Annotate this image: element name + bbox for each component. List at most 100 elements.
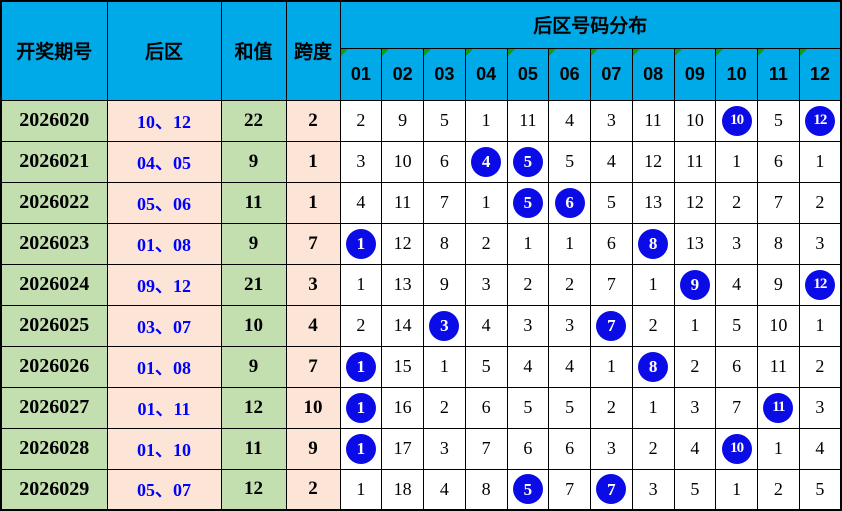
distribution-cell: 5: [757, 99, 800, 142]
distribution-cell: 2: [673, 345, 717, 388]
distribution-cell: 2: [798, 345, 842, 388]
period-cell: 2026028: [0, 427, 108, 470]
distribution-cell: 3: [673, 386, 717, 429]
distribution-cell: 7: [590, 304, 633, 347]
table-row: 2026028 01、10 11 9 1 17 3 7 6 6 3 2 4 10 1 4: [0, 427, 842, 470]
distribution-cell: 5: [506, 468, 550, 511]
backzone-cell: 04、05: [106, 140, 222, 183]
distribution-cell: 7: [423, 181, 466, 224]
distribution-cell: 16: [381, 386, 424, 429]
distribution-cell: 3: [464, 263, 508, 306]
distribution-column-header: 03: [423, 47, 466, 101]
distribution-cell: 6: [464, 386, 508, 429]
distribution-header-row: 01 02 03 04 05 06 07 08 09 10 11 12: [1, 47, 842, 101]
span-cell: 4: [285, 304, 341, 347]
distribution-cell: 11: [757, 386, 800, 429]
distribution-cell: 12: [381, 222, 424, 265]
span-cell: 9: [285, 427, 341, 470]
distribution-cell: 1: [715, 468, 758, 511]
distribution-cell: 4: [464, 304, 508, 347]
distribution-cell: 11: [673, 140, 717, 183]
table-row: 2026024 09、12 21 3 1 13 9 3 2 2 7 1 9 4 9 12: [0, 263, 842, 306]
sum-cell: 9: [220, 345, 287, 388]
hit-number-ball: 3: [429, 310, 460, 341]
hit-number-ball: 7: [596, 310, 627, 341]
table-body: 2026020 10、12 22 2 2 9 5 1 11 4 3 11 10 10 5 12 2026021 0…: [0, 99, 842, 511]
backzone-cell: 01、10: [106, 427, 222, 470]
distribution-cell: 6: [757, 140, 800, 183]
sum-cell: 11: [220, 427, 287, 470]
corner-marker-icon: [633, 49, 640, 56]
distribution-cell: 12: [798, 263, 842, 306]
distribution-cell: 5: [798, 468, 842, 511]
distribution-cell: 7: [590, 468, 633, 511]
distribution-cell: 1: [798, 304, 842, 347]
distribution-cell: 2: [464, 222, 508, 265]
hit-number-ball: 12: [804, 269, 835, 300]
distribution-cell: 1: [631, 263, 675, 306]
distribution-cell: 1: [464, 181, 508, 224]
distribution-column-header: 02: [381, 47, 424, 101]
period-cell: 2026021: [0, 140, 108, 183]
hit-number-ball: 4: [471, 146, 502, 177]
corner-marker-icon: [674, 49, 682, 56]
corner-marker-icon: [758, 49, 765, 56]
period-cell: 2026020: [0, 99, 108, 142]
distribution-cell: 3: [715, 222, 758, 265]
distribution-cell: 2: [757, 468, 800, 511]
table-row: 2026022 05、06 11 1 4 11 7 1 5 6 5 13 12 2 7 2: [0, 181, 842, 224]
hit-number-ball: 1: [345, 392, 376, 423]
distribution-column-label: 09: [684, 63, 705, 84]
distribution-cell: 1: [715, 140, 758, 183]
span-cell: 7: [285, 222, 341, 265]
backzone-cell: 01、11: [106, 386, 222, 429]
distribution-cell: 2: [590, 386, 633, 429]
distribution-cell: 1: [339, 386, 383, 429]
corner-marker-icon: [340, 49, 348, 56]
distribution-column-header: 06: [548, 47, 591, 101]
distribution-cell: 3: [798, 222, 842, 265]
distribution-cell: 5: [590, 181, 633, 224]
distribution-cell: 1: [798, 140, 842, 183]
distribution-cell: 6: [548, 181, 591, 224]
distribution-cell: 11: [757, 345, 800, 388]
distribution-cell: 5: [423, 99, 466, 142]
hit-number-ball: 9: [679, 269, 710, 300]
distribution-cell: 3: [339, 140, 383, 183]
period-cell: 2026027: [0, 386, 108, 429]
distribution-cell: 9: [757, 263, 800, 306]
distribution-cell: 4: [798, 427, 842, 470]
distribution-cell: 7: [464, 427, 508, 470]
distribution-column-label: 08: [643, 63, 664, 84]
distribution-cell: 4: [464, 140, 508, 183]
distribution-cell: 8: [631, 345, 675, 388]
distribution-cell: 8: [423, 222, 466, 265]
distribution-cell: 17: [381, 427, 424, 470]
distribution-cell: 3: [506, 304, 550, 347]
backzone-cell: 01、08: [106, 222, 222, 265]
distribution-cell: 3: [590, 427, 633, 470]
sum-cell: 10: [220, 304, 287, 347]
distribution-cell: 1: [673, 304, 717, 347]
span-cell: 2: [285, 99, 341, 142]
distribution-cell: 6: [423, 140, 466, 183]
backzone-cell: 05、06: [106, 181, 222, 224]
distribution-cell: 7: [715, 386, 758, 429]
span-cell: 1: [285, 140, 341, 183]
distribution-column-header: 09: [673, 47, 717, 101]
distribution-cell: 10: [715, 427, 758, 470]
backzone-cell: 10、12: [106, 99, 222, 142]
distribution-cell: 10: [381, 140, 424, 183]
table-row: 2026026 01、08 9 7 1 15 1 5 4 4 1 8 2 6 11 2: [0, 345, 842, 388]
corner-marker-icon: [382, 49, 390, 56]
distribution-cell: 1: [339, 263, 383, 306]
distribution-cell: 18: [381, 468, 424, 511]
distribution-cell: 9: [381, 99, 424, 142]
distribution-cell: 3: [423, 427, 466, 470]
distribution-cell: 7: [548, 468, 591, 511]
distribution-cell: 2: [631, 304, 675, 347]
distribution-title: 后区号码分布: [339, 0, 842, 49]
distribution-cell: 4: [590, 140, 633, 183]
distribution-cell: 15: [381, 345, 424, 388]
